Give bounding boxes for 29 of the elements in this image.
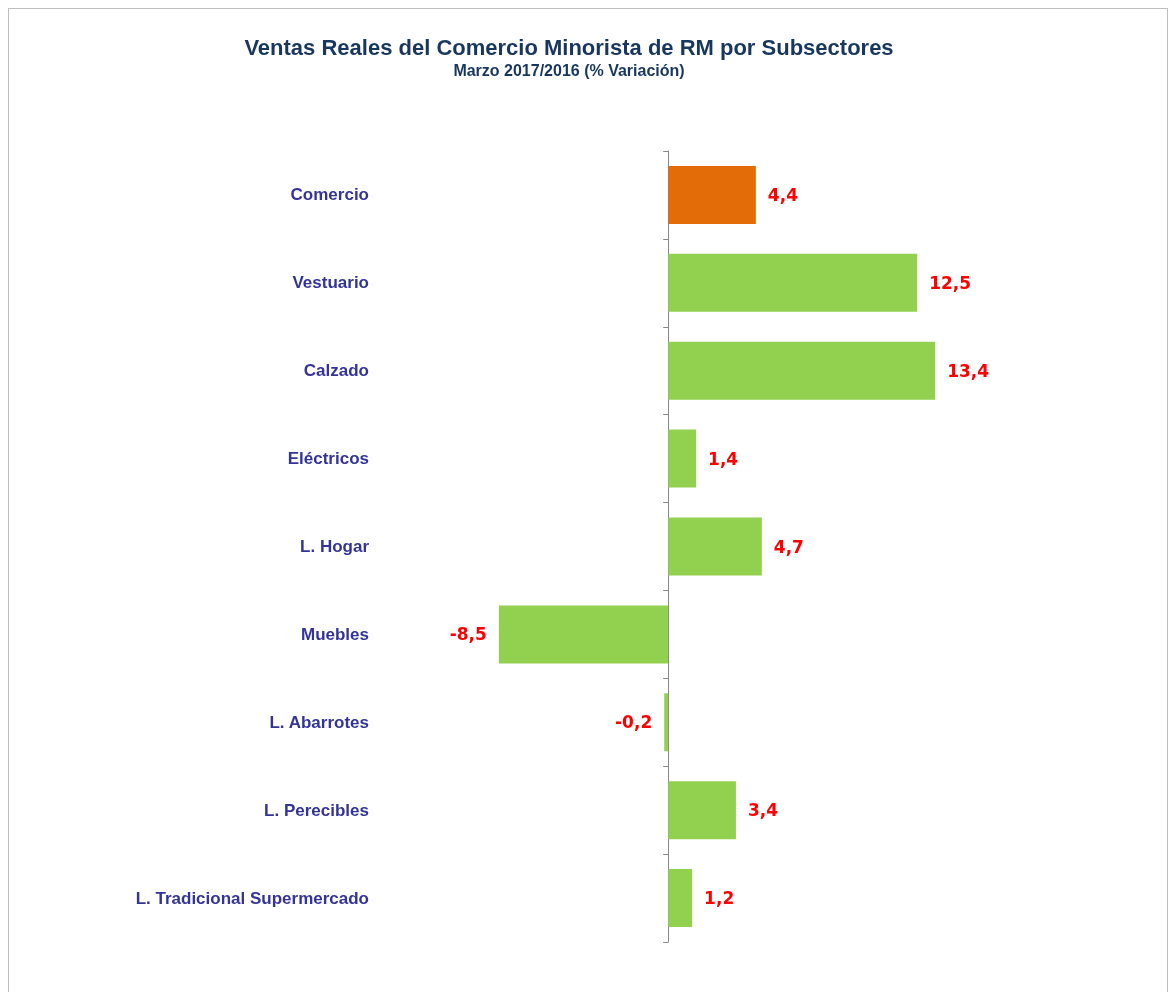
y-tick-label: Calzado: [303, 361, 369, 381]
data-label: 1,4: [708, 448, 739, 469]
data-label: 12,5: [929, 272, 972, 293]
chart-title: Ventas Reales del Comercio Minorista de RM por Subsectores: [244, 34, 894, 60]
data-label: -8,5: [449, 624, 487, 645]
y-tick-label: Comercio: [290, 185, 369, 205]
bar: [668, 869, 693, 928]
bar: [668, 341, 936, 400]
bar: [668, 429, 697, 488]
data-label: 1,2: [704, 888, 735, 909]
bar: [664, 693, 669, 752]
bar: [498, 605, 669, 664]
bar: [668, 781, 736, 840]
data-label: 13,4: [947, 360, 990, 381]
y-tick-label: L. Hogar: [300, 537, 370, 556]
y-tick-label: Vestuario: [292, 273, 369, 293]
bar: [668, 165, 756, 224]
y-tick-label: L. Abarrotes: [269, 712, 369, 732]
data-label: -0,2: [615, 712, 653, 733]
data-label: 4,7: [773, 536, 804, 557]
y-tick-label: L. Perecibles: [264, 800, 369, 820]
data-label: 3,4: [747, 800, 779, 821]
bar: [668, 253, 918, 312]
y-tick-label: Eléctricos: [287, 449, 369, 469]
data-label: 4,4: [767, 184, 799, 205]
bar: [668, 517, 762, 576]
y-tick-label: Muebles: [300, 624, 369, 644]
y-tick-label: L. Tradicional Supermercado: [135, 888, 369, 908]
chart-subtitle: Marzo 2017/2016 (% Variación): [453, 61, 685, 79]
